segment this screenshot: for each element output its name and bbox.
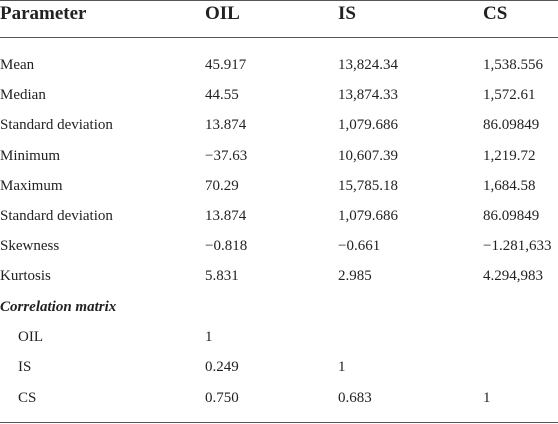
section-title: Correlation matrix — [0, 298, 117, 315]
value-cell: 1,219.72 — [483, 147, 536, 164]
bottom-rule — [0, 422, 558, 423]
header-rule — [0, 37, 558, 38]
row-label: Median — [0, 87, 46, 104]
value-cell: −0.818 — [205, 238, 248, 255]
value-cell: 15,785.18 — [338, 177, 398, 194]
value-cell: −1.281,633 — [483, 238, 552, 255]
value-cell: 1,538.556 — [483, 57, 543, 73]
value-cell: 45.917 — [205, 57, 247, 73]
top-rule — [0, 0, 558, 1]
value-cell: −37.63 — [205, 147, 248, 164]
value-cell: 0.750 — [205, 389, 239, 406]
row-label: Mean — [0, 57, 35, 73]
value-cell: 5.831 — [205, 268, 239, 285]
row-label: OIL — [18, 328, 43, 345]
value-cell: 44.55 — [205, 87, 239, 104]
header-cell: CS — [483, 3, 508, 24]
header-cell: OIL — [205, 3, 240, 24]
value-cell: 4.294,983 — [483, 268, 543, 285]
row-label: Standard deviation — [0, 117, 113, 134]
value-cell: −0.661 — [338, 238, 381, 255]
value-cell: 13,824.34 — [338, 57, 398, 73]
value-cell: 1,079.686 — [338, 117, 398, 134]
header-cell: IS — [338, 3, 356, 24]
value-cell: 2.985 — [338, 268, 372, 285]
row-label: Standard deviation — [0, 208, 113, 224]
value-cell: 0.249 — [205, 359, 239, 376]
value-cell: 1 — [205, 328, 213, 345]
value-cell: 13.874 — [205, 117, 247, 134]
value-cell: 86.09849 — [483, 117, 540, 134]
row-label: CS — [18, 389, 37, 406]
value-cell: 1,079.686 — [338, 208, 398, 224]
value-cell: 1,572.61 — [483, 87, 536, 104]
row-label: Maximum — [0, 177, 63, 194]
value-cell: 70.29 — [205, 177, 239, 194]
row-label: Minimum — [0, 147, 61, 164]
value-cell: 10,607.39 — [338, 147, 398, 164]
value-cell: 1 — [338, 359, 346, 376]
header-cell: Parameter — [0, 3, 87, 24]
value-cell: 13,874.33 — [338, 87, 398, 104]
value-cell: 86.09849 — [483, 208, 540, 224]
value-cell: 0.683 — [338, 389, 372, 406]
value-cell: 1 — [483, 389, 491, 406]
value-cell: 13.874 — [205, 208, 247, 224]
row-label: IS — [18, 359, 32, 376]
value-cell: 1,684.58 — [483, 177, 536, 194]
row-label: Kurtosis — [0, 268, 51, 285]
row-label: Skewness — [0, 238, 60, 255]
